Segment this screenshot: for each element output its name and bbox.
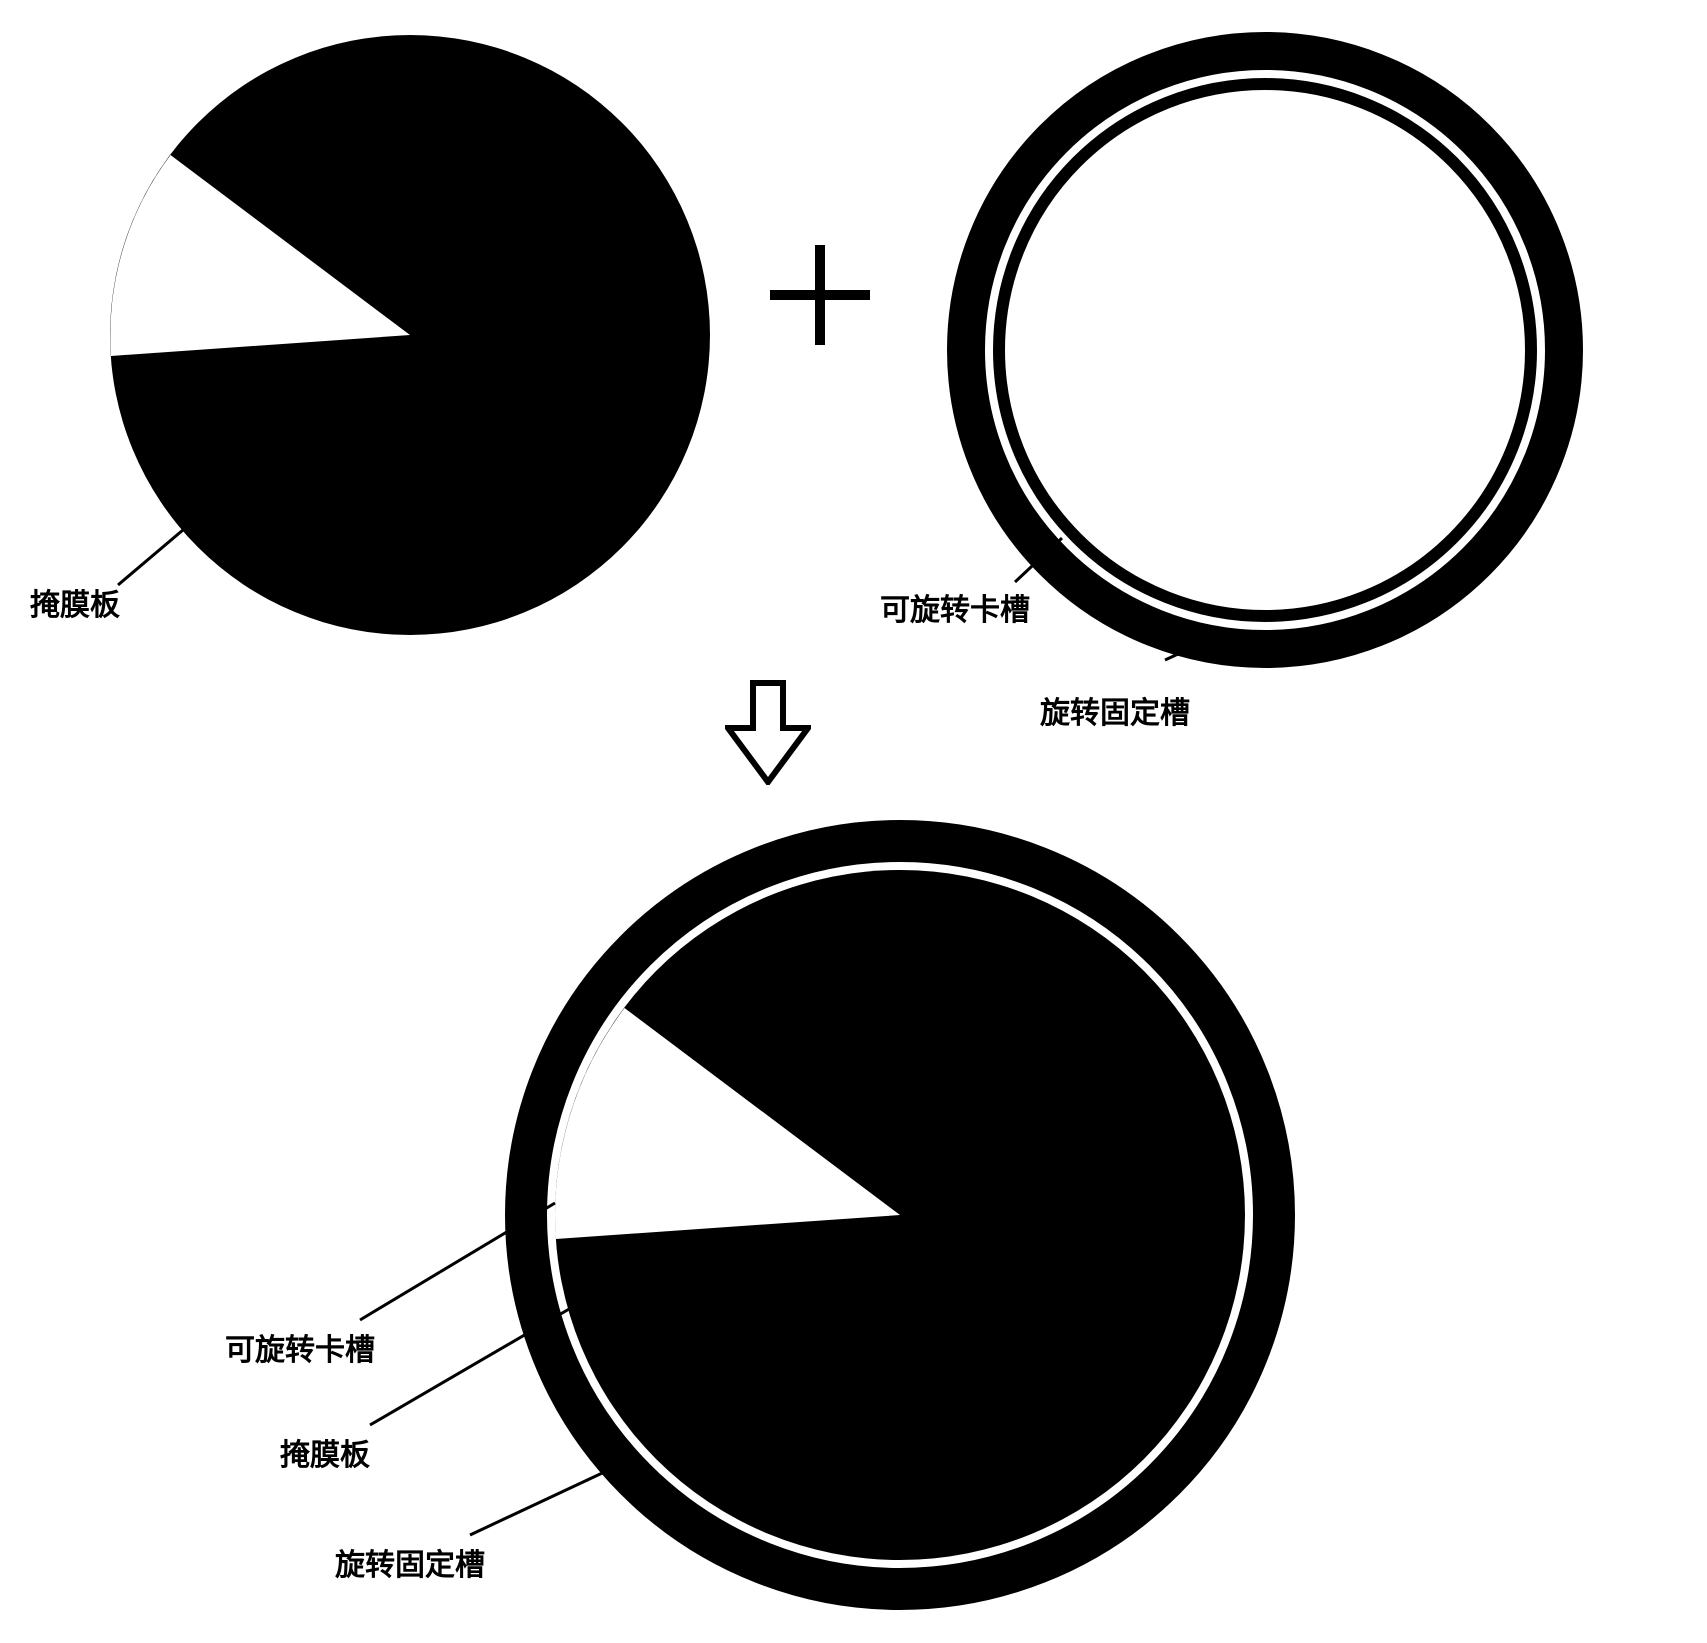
diagram-canvas: 掩膜板 可旋转卡槽 旋转固定槽 可旋转卡槽 掩膜板 旋转固定槽 [30, 30, 1677, 1613]
assembled-diagram [30, 30, 1677, 1613]
assembly-inner-slot-label: 可旋转卡槽 [225, 1325, 375, 1369]
assembly-mask-label: 掩膜板 [280, 1430, 370, 1474]
assembly-outer-slot-label: 旋转固定槽 [335, 1540, 485, 1584]
